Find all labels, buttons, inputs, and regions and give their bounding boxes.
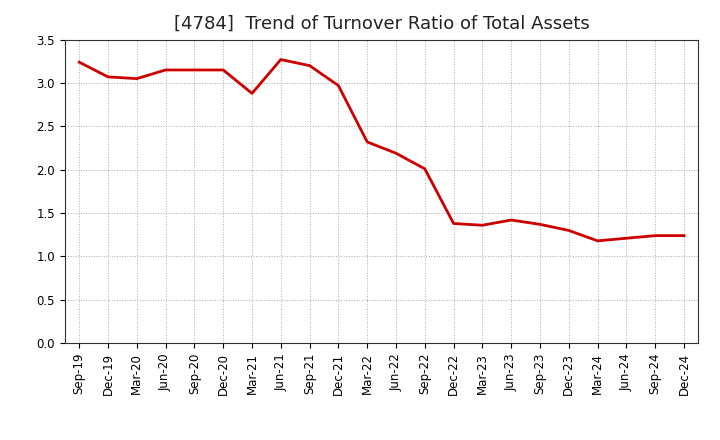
Title: [4784]  Trend of Turnover Ratio of Total Assets: [4784] Trend of Turnover Ratio of Total … — [174, 15, 590, 33]
